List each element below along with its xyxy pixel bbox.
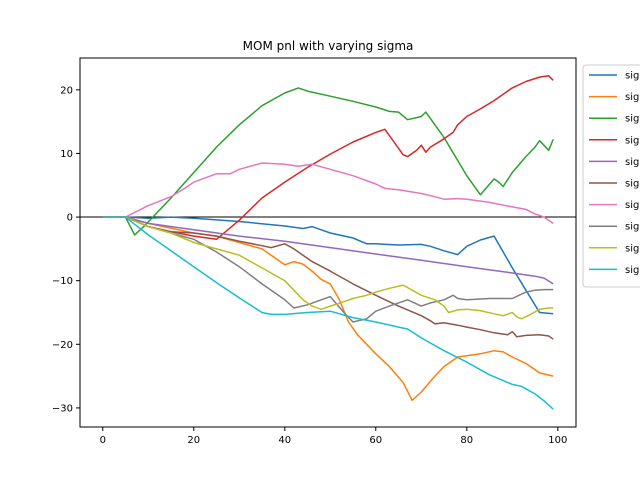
y-tick-label: −20 <box>52 340 73 351</box>
legend: sig sig sig sig sig sig sig sig sig sig <box>582 64 640 288</box>
series-line-10 <box>102 216 554 410</box>
x-tick-label: 80 <box>460 435 473 446</box>
plot-frame <box>79 57 577 428</box>
chart-title: MOM pnl with varying sigma <box>243 39 414 53</box>
series-line-6 <box>102 216 554 340</box>
series-lines <box>102 75 554 410</box>
y-tick-label: 10 <box>60 149 73 160</box>
series-line-7 <box>102 162 554 225</box>
legend-label: sig <box>625 135 639 146</box>
legend-label: sig <box>625 157 639 168</box>
y-tick-label: −10 <box>52 276 73 287</box>
legend-label: sig <box>625 222 639 233</box>
legend-label: sig <box>625 265 639 276</box>
series-line-8 <box>102 216 554 323</box>
x-tick-label: 20 <box>187 435 200 446</box>
x-tick-label: 100 <box>548 435 567 446</box>
legend-label: sig <box>625 179 639 190</box>
x-tick-label: 60 <box>369 435 382 446</box>
x-tick-label: 40 <box>278 435 291 446</box>
series-line-4 <box>102 75 554 241</box>
legend-label: sig <box>625 114 639 125</box>
x-tick-label: 0 <box>100 435 106 446</box>
series-line-3 <box>102 87 554 236</box>
legend-label: sig <box>625 92 639 103</box>
y-tick-label: 20 <box>60 85 73 96</box>
legend-label: sig <box>625 243 639 254</box>
series-line-9 <box>102 216 554 320</box>
y-axis: −30 −20 −10 0 10 20 <box>52 85 80 414</box>
series-line-5 <box>102 216 554 285</box>
legend-label: sig <box>625 200 639 211</box>
plot-area <box>80 58 576 427</box>
legend-label: sig <box>625 71 639 82</box>
y-tick-label: 0 <box>67 213 73 224</box>
legend-frame <box>582 64 640 288</box>
y-tick-label: −30 <box>52 403 73 414</box>
series-line-1 <box>102 216 554 315</box>
x-axis: 0 20 40 60 80 100 <box>100 427 567 446</box>
series-line-2 <box>102 216 554 402</box>
